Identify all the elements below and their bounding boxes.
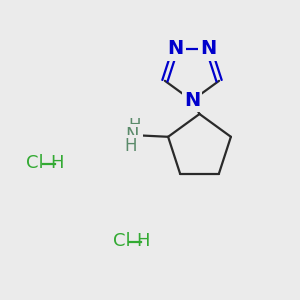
Text: H: H xyxy=(136,232,150,250)
Text: N: N xyxy=(184,91,200,110)
Text: Cl: Cl xyxy=(26,154,44,172)
Text: N: N xyxy=(167,39,183,58)
Text: N: N xyxy=(201,39,217,58)
Text: H: H xyxy=(50,154,64,172)
Text: N: N xyxy=(125,126,139,144)
Text: H: H xyxy=(129,117,141,135)
Text: Cl: Cl xyxy=(112,232,130,250)
Text: H: H xyxy=(124,137,137,155)
